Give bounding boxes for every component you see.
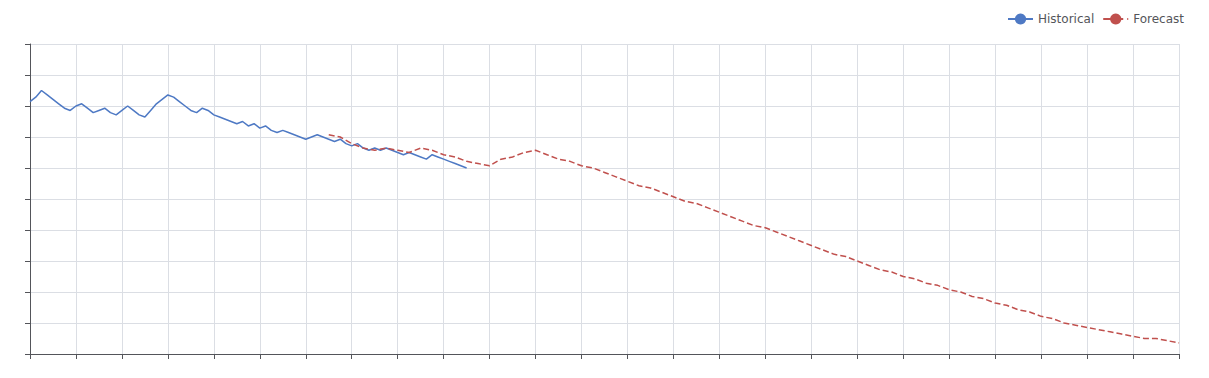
svg-text:Historical: Historical <box>1038 12 1094 26</box>
svg-text:Forecast: Forecast <box>1133 12 1184 26</box>
